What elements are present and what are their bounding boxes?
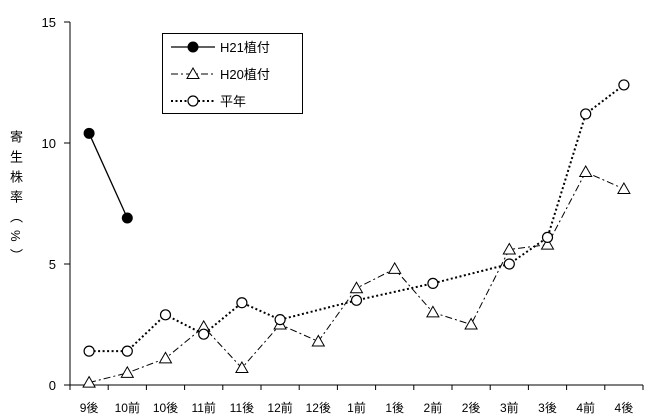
- data-point: [83, 345, 95, 357]
- legend-label: 平年: [220, 94, 246, 109]
- series-3: [83, 79, 630, 357]
- x-tick-label: 2前: [424, 400, 443, 415]
- x-tick-label: 9後: [80, 401, 99, 415]
- data-point: [121, 212, 133, 224]
- data-point: [274, 314, 286, 326]
- data-point: [159, 309, 172, 321]
- data-point: [580, 108, 592, 120]
- x-tick-label: 3後: [538, 401, 557, 415]
- x-tick-label: 4後: [615, 401, 634, 415]
- y-tick-label: 10: [42, 136, 56, 151]
- x-tick-label: 10前: [115, 400, 140, 415]
- data-point: [426, 305, 440, 318]
- data-point: [503, 258, 515, 270]
- legend-swatch-marker: [187, 41, 199, 53]
- data-point: [427, 277, 439, 289]
- axes: 0 5 10 15 9後 10前 10後 11前 11後 12前 12後 1前 1後 2前 2後 3前 3後 4前…: [42, 15, 644, 415]
- data-point: [120, 365, 135, 378]
- data-point: [387, 261, 402, 274]
- plot-series: [82, 79, 631, 388]
- series-line: [88, 133, 128, 219]
- data-point: [83, 127, 95, 139]
- data-point: [350, 294, 363, 306]
- series-1: [83, 127, 133, 224]
- y-axis-title: 寄生株率（%）: [8, 130, 23, 269]
- data-point: [617, 181, 631, 194]
- x-tick-label: 12後: [306, 401, 331, 415]
- data-point: [502, 242, 517, 255]
- data-point: [198, 328, 210, 340]
- data-point: [540, 237, 555, 250]
- x-tick-label: 2後: [462, 401, 481, 415]
- x-tick-label: 3前: [500, 400, 519, 415]
- legend-swatch-marker: [186, 66, 200, 79]
- x-tick-label: 11後: [230, 401, 254, 415]
- x-tick-label: 12前: [267, 400, 292, 415]
- series-line: [88, 171, 625, 384]
- series-2: [82, 165, 631, 388]
- legend-item: H20植付: [171, 66, 270, 82]
- x-tick-label: 4前: [576, 400, 595, 415]
- legend-item: H21植付: [171, 40, 270, 55]
- data-point: [578, 165, 593, 178]
- data-point: [235, 361, 249, 374]
- y-tick-label: 5: [49, 257, 56, 272]
- data-point: [349, 281, 364, 294]
- series-line: [89, 84, 625, 353]
- x-tick-label: 11前: [191, 400, 215, 415]
- legend-item: 平年: [171, 94, 246, 109]
- legend-label: H21植付: [220, 40, 270, 55]
- y-tick-label: 15: [42, 15, 56, 30]
- data-point: [464, 317, 478, 330]
- data-point: [158, 351, 173, 364]
- data-point: [121, 345, 133, 357]
- data-point: [236, 297, 248, 309]
- x-tick-label: 10後: [153, 401, 178, 415]
- x-tick-label: 1前: [347, 400, 366, 415]
- data-point: [311, 334, 326, 347]
- data-point: [618, 79, 630, 91]
- data-point: [82, 375, 96, 388]
- legend-label: H20植付: [220, 67, 270, 82]
- y-tick-label: 0: [49, 378, 56, 393]
- legend-swatch-marker: [187, 95, 199, 107]
- x-tick-label: 1後: [385, 401, 404, 415]
- data-point: [541, 231, 554, 243]
